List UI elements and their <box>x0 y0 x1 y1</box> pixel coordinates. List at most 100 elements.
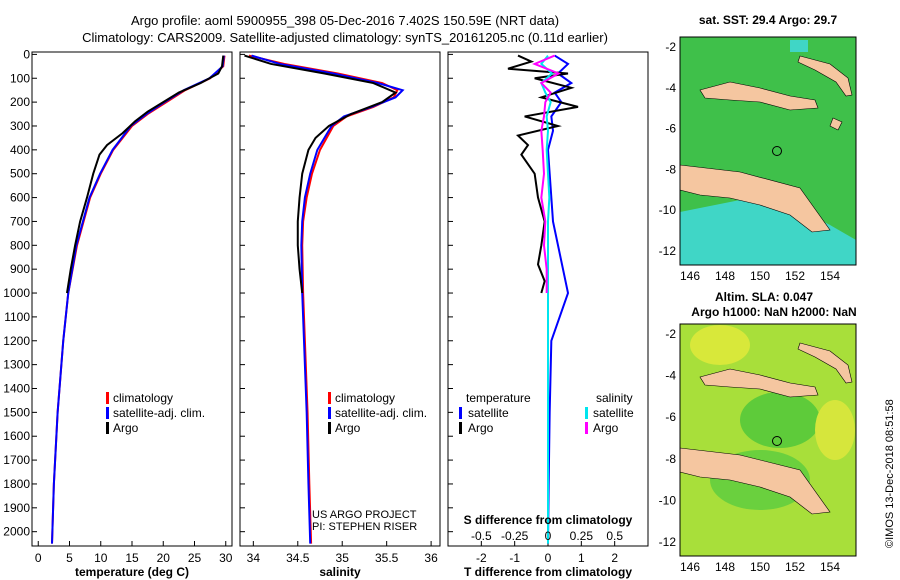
map-lat-label: -4 <box>665 369 676 383</box>
sst-map-bougainville <box>829 117 843 131</box>
series-line-argo <box>66 55 225 294</box>
difference-xlabel: T difference from climatology <box>464 565 632 579</box>
legend-swatch-argo <box>328 422 331 434</box>
depth-tick-label: 1000 <box>3 286 30 300</box>
sla-map-argo-position <box>772 436 782 446</box>
legend-label-t-satellite: satellite <box>468 406 509 420</box>
sla-map <box>679 323 857 557</box>
project-annotation: US ARGO PROJECT <box>312 509 417 521</box>
x-tick-label: 36 <box>424 551 438 565</box>
sst-map-title: sat. SST: 29.4 Argo: 29.7 <box>699 13 838 27</box>
map-lon-label: 148 <box>715 560 735 574</box>
legend-label-climatology: climatology <box>335 391 395 405</box>
map-lat-label: -8 <box>665 452 676 466</box>
x-tick-label: 10 <box>94 551 108 565</box>
depth-tick-label: 500 <box>10 167 30 181</box>
depth-tick-label: 900 <box>10 262 30 276</box>
x-tick-label: 34 <box>247 551 261 565</box>
x-tick-label: -1 <box>509 551 520 565</box>
depth-tick-label: 300 <box>10 119 30 133</box>
map-lon-label: 154 <box>820 560 840 574</box>
depth-tick-label: 400 <box>10 143 30 157</box>
sst-map-argo-position <box>772 146 782 156</box>
legend-label-s-argo: Argo <box>593 421 619 435</box>
depth-tick-label: 1400 <box>3 381 30 395</box>
series-line-s-argo <box>532 54 562 294</box>
map-lat-label: -12 <box>659 535 677 549</box>
salinity-panel-frame <box>239 51 441 547</box>
legend-swatch-t-satellite <box>459 407 462 419</box>
salinity-plot: 34 34.5 35 35.5 36 <box>240 53 438 565</box>
series-line-argo <box>244 54 398 294</box>
map-lon-label: 152 <box>785 560 805 574</box>
depth-tick-label: 1900 <box>3 501 30 515</box>
series-line-t-satellite <box>546 54 574 544</box>
map-lat-label: -2 <box>665 327 676 341</box>
series-line-climatology <box>51 55 226 544</box>
map-lat-label: -2 <box>665 40 676 54</box>
legend-title-salinity: salinity <box>596 391 633 405</box>
depth-axis: 0 100 200 300 400 500 600 700 800 900 1000 1100 1200… <box>3 47 30 538</box>
salinity-legend: climatology satellite-adj. clim. Argo <box>328 391 427 435</box>
temperature-xlabel: temperature (deg C) <box>75 565 189 579</box>
sla-map-new-ireland <box>797 342 853 384</box>
depth-tick-label: 1700 <box>3 453 30 467</box>
depth-tick-label: 100 <box>10 71 30 85</box>
legend-swatch-s-argo <box>585 422 588 434</box>
x2-tick-label: 0 <box>545 529 552 543</box>
map-lon-label: 148 <box>715 269 735 283</box>
x-tick-label: 0 <box>35 551 42 565</box>
x2-tick-label: -0.5 <box>471 529 492 543</box>
map-lat-label: -6 <box>665 122 676 136</box>
legend-label-satellite: satellite-adj. clim. <box>113 406 205 420</box>
salinity-xlabel: salinity <box>319 565 361 579</box>
x-tick-label: 1 <box>578 551 585 565</box>
x-tick-label: 30 <box>219 551 233 565</box>
sst-map-papua-mainland <box>679 164 831 233</box>
map-lon-label: 150 <box>750 560 770 574</box>
series-line-satellite-adj-clim- <box>251 54 405 544</box>
map-lon-label: 150 <box>750 269 770 283</box>
depth-tick-label: 1500 <box>3 405 30 419</box>
depth-tick-label: 200 <box>10 95 30 109</box>
legend-swatch-climatology <box>106 392 109 404</box>
x2-tick-label: 0.5 <box>606 529 623 543</box>
pi-annotation: PI: STEPHEN RISER <box>312 521 417 533</box>
series-line-t-argo <box>507 54 579 294</box>
legend-swatch-satellite <box>328 407 331 419</box>
map-lat-label: -4 <box>665 81 676 95</box>
sst-map-patch <box>790 40 808 52</box>
depth-tick-label: 1100 <box>4 310 30 324</box>
map-lat-label: -8 <box>665 162 676 176</box>
sla-map-papua-mainland <box>679 447 831 515</box>
figure-title-line2: Climatology: CARS2009. Satellite-adjuste… <box>82 30 608 45</box>
sst-map-new-britain <box>699 81 819 111</box>
depth-tick-label: 2000 <box>3 525 30 539</box>
sla-map-high-patch <box>690 325 750 365</box>
depth-tick-label: 700 <box>10 214 30 228</box>
map-lat-label: -12 <box>659 244 677 258</box>
sla-map-low-patch <box>740 392 820 448</box>
imos-credit: ©IMOS 13-Dec-2018 08:51:58 <box>884 399 896 548</box>
map-lon-label: 154 <box>820 269 840 283</box>
x-tick-label: -2 <box>476 551 487 565</box>
map-lat-label: -10 <box>659 203 677 217</box>
x-tick-label: 0 <box>545 551 552 565</box>
series-line-climatology <box>248 54 399 544</box>
depth-tick-label: 600 <box>10 191 30 205</box>
x-tick-label: 5 <box>66 551 73 565</box>
map-lat-label: -10 <box>659 493 677 507</box>
x-tick-label: 35 <box>336 551 350 565</box>
map-lon-label: 146 <box>680 269 700 283</box>
x-tick-label: 35.5 <box>375 551 399 565</box>
legend-swatch-t-argo <box>459 422 462 434</box>
legend-label-climatology: climatology <box>113 391 173 405</box>
temperature-legend: climatology satellite-adj. clim. Argo <box>106 391 205 435</box>
sla-map-new-britain <box>699 368 819 398</box>
salinity-annotation: US ARGO PROJECT PI: STEPHEN RISER <box>312 509 417 533</box>
legend-label-t-argo: Argo <box>468 421 494 435</box>
sst-map <box>679 36 857 266</box>
series-line-satellite-adj-clim- <box>51 55 225 544</box>
